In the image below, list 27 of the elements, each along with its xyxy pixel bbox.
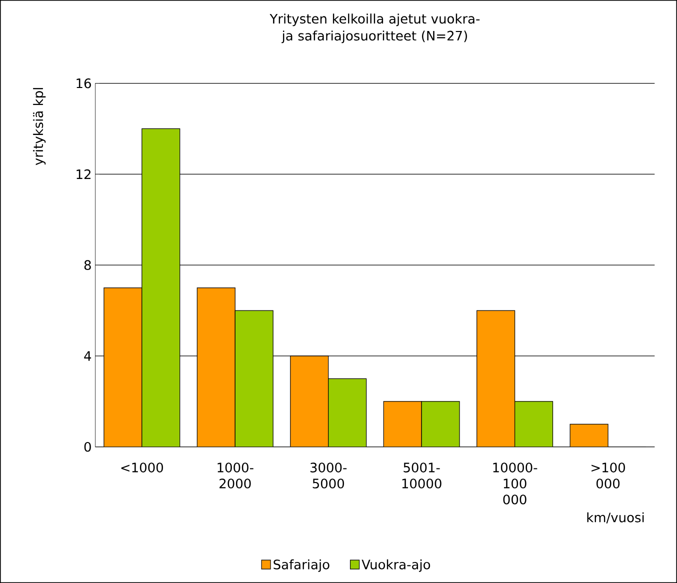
x-tick-label: 10000-100 000: [493, 462, 538, 504]
x-axis-title: km/vuosi: [587, 512, 644, 524]
bar: [196, 287, 236, 447]
x-tick-label: 5001-10000: [402, 462, 442, 488]
bar: [290, 356, 329, 447]
y-axis-title: yrityksiä kpl: [33, 88, 46, 166]
legend-label: Vuokra-ajo: [362, 559, 430, 572]
y-tick-label: 4: [84, 351, 92, 361]
x-tick-label: 3000-5000: [310, 462, 347, 488]
y-tick-label: 0: [84, 442, 91, 452]
bar: [421, 401, 460, 447]
y-tick-label: 8: [84, 260, 91, 270]
y-tick-label: 12: [76, 169, 90, 179]
bar: [476, 310, 516, 447]
bar: [383, 401, 422, 447]
bar: [570, 424, 608, 447]
bar: [514, 401, 554, 447]
x-tick-label: >100 000: [592, 462, 625, 488]
x-tick-label: 1000-2000: [218, 462, 254, 488]
bar: [104, 287, 142, 447]
bar: [142, 128, 180, 447]
y-tick-label: 16: [76, 78, 91, 88]
x-tick-label: <1000: [121, 462, 163, 472]
bar: [328, 378, 367, 447]
chart-title: Yritysten kelkoilla ajetut vuokra- ja safariajosuoritteet (N=27): [270, 14, 480, 44]
legend-label: Safariajo: [274, 559, 330, 572]
bar: [234, 310, 274, 447]
